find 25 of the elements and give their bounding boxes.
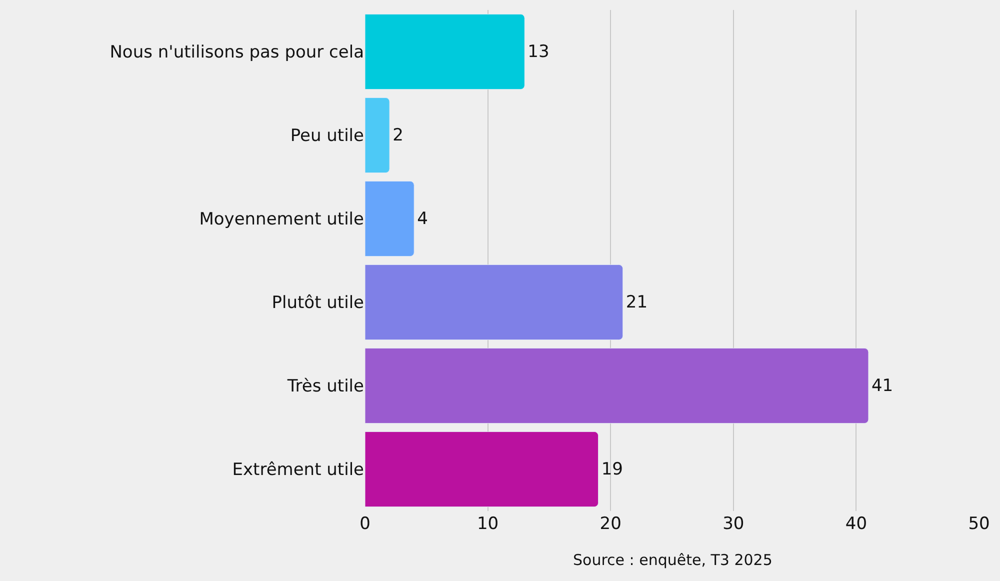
- y-tick-label: Nous n'utilisons pas pour cela: [110, 42, 364, 63]
- y-tick-label: Plutôt utile: [272, 293, 364, 314]
- bar: [365, 14, 525, 90]
- bar: [365, 348, 869, 424]
- x-tick-label: 20: [600, 514, 622, 534]
- data-label: 13: [528, 42, 550, 62]
- data-label: 4: [417, 208, 428, 229]
- bar: [365, 431, 599, 508]
- data-label: 41: [871, 376, 894, 396]
- y-tick-label: Moyennement utile: [199, 210, 364, 230]
- x-tick-label: 30: [722, 514, 744, 534]
- x-tick-label: 10: [476, 514, 499, 534]
- bar: [365, 97, 390, 174]
- bar: [365, 180, 414, 257]
- bar: [365, 264, 624, 340]
- source-note: Source : enquête, T3 2025: [573, 551, 772, 569]
- y-tick-label: Très utile: [286, 376, 364, 397]
- data-label: 2: [392, 125, 404, 146]
- data-label: 19: [601, 459, 623, 480]
- x-tick-label: 0: [360, 514, 370, 534]
- data-label: 21: [626, 292, 648, 312]
- y-tick-label: Extrêment utile: [232, 460, 364, 480]
- y-tick-label: Peu utile: [290, 126, 364, 146]
- x-tick-label: 50: [968, 514, 990, 534]
- x-tick-label: 40: [845, 514, 868, 534]
